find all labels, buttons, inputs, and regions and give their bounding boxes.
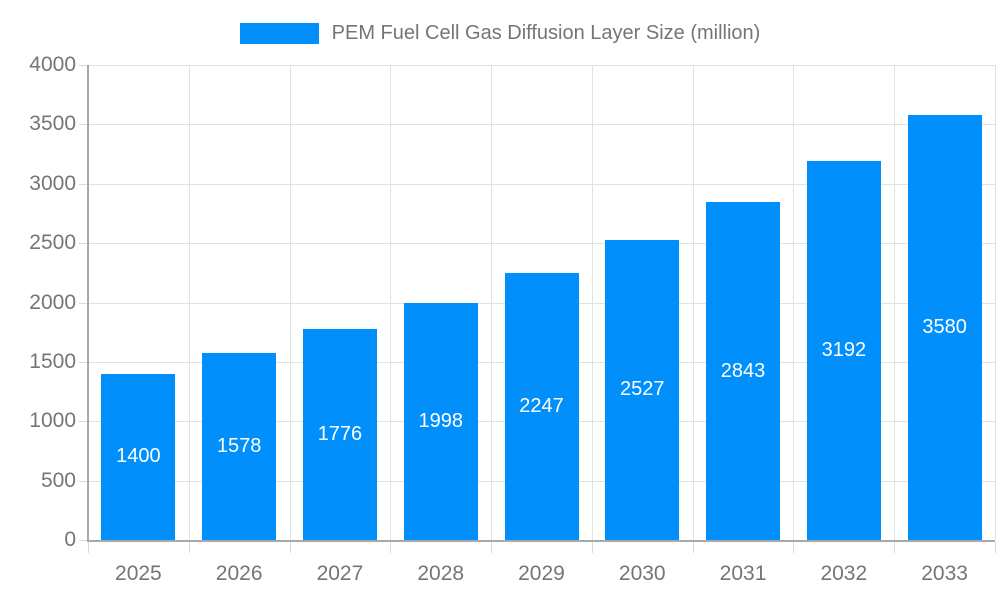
x-axis-label: 2031: [719, 562, 767, 585]
x-axis-label: 2033: [921, 562, 968, 585]
bar-value-label: 1776: [317, 423, 363, 446]
x-axis-label: 2029: [518, 562, 565, 585]
bar-value-label: 3192: [821, 338, 867, 361]
legend[interactable]: PEM Fuel Cell Gas Diffusion Layer Size (…: [0, 21, 1000, 45]
y-axis-tick-mark: [79, 480, 87, 482]
bar-2033[interactable]: 3580: [907, 114, 982, 540]
bar-value-label: 3580: [922, 315, 967, 338]
gridline-horizontal: [88, 183, 995, 185]
y-axis-label: 0: [64, 528, 76, 551]
x-axis-tick-mark: [491, 542, 493, 553]
x-axis-label: 2025: [115, 562, 162, 585]
legend-marker-icon: [239, 22, 319, 44]
x-axis-tick-mark: [289, 542, 291, 553]
plot-area: 1400 1578 1776 1998 2247 2527 2843 3192 3580: [88, 65, 996, 540]
y-axis-tick-mark: [79, 243, 87, 245]
y-axis-tick-mark: [79, 65, 87, 66]
bar-2029[interactable]: 2247: [504, 273, 579, 540]
x-axis-tick-mark: [692, 542, 694, 553]
y-axis-label: 2500: [29, 231, 76, 255]
x-axis-tick-mark: [793, 542, 795, 553]
y-axis-tick-mark: [79, 183, 87, 185]
bar-2026[interactable]: 1578: [202, 352, 277, 540]
y-axis-tick-mark: [79, 421, 87, 423]
x-axis-tick-mark: [995, 542, 996, 553]
gridline-vertical: [793, 65, 795, 540]
gridline-vertical: [390, 65, 392, 540]
x-axis-tick-mark: [894, 542, 896, 553]
y-axis-label: 3500: [29, 112, 76, 136]
bar-value-label: 2247: [519, 395, 564, 418]
y-axis-label: 1000: [29, 409, 76, 433]
bar-value-label: 2527: [620, 378, 665, 401]
x-axis-tick-mark: [188, 542, 190, 553]
gridline-vertical: [491, 65, 493, 540]
y-axis-label: 2000: [29, 290, 76, 314]
y-axis-label: 500: [40, 468, 76, 492]
x-axis-tick-mark: [591, 542, 593, 553]
gridline-vertical: [995, 65, 996, 540]
gridline-horizontal: [88, 243, 995, 245]
y-axis-tick-mark: [79, 540, 87, 541]
bar-2030[interactable]: 2527: [605, 239, 680, 540]
y-axis-label: 4000: [29, 53, 76, 76]
x-axis-label: 2030: [618, 562, 666, 585]
bar-2028[interactable]: 1998: [403, 302, 478, 540]
bar-2025[interactable]: 1400: [101, 373, 176, 540]
x-axis-tick-mark: [390, 542, 392, 553]
bar-value-label: 1578: [216, 434, 262, 457]
y-axis-label: 3000: [29, 171, 76, 195]
x-axis-label: 2027: [316, 562, 364, 585]
y-axis-tick-mark: [79, 361, 87, 363]
y-axis-tick-mark: [79, 124, 87, 126]
x-axis-line: [87, 540, 995, 542]
bar-value-label: 1998: [418, 409, 463, 432]
y-axis-tick-mark: [79, 302, 87, 304]
y-axis-line: [87, 65, 89, 542]
gridline-horizontal: [88, 65, 995, 66]
bar-2031[interactable]: 2843: [706, 202, 781, 540]
gridline-vertical: [591, 65, 593, 540]
gridline-horizontal: [88, 124, 995, 126]
gridline-vertical: [289, 65, 291, 540]
bar-value-label: 1400: [116, 445, 161, 468]
bar-2027[interactable]: 1776: [302, 329, 377, 540]
x-axis-label: 2032: [820, 562, 868, 585]
x-axis-tick-mark: [88, 542, 89, 553]
x-axis-label: 2028: [417, 562, 465, 585]
gridline-vertical: [188, 65, 190, 540]
x-axis-label: 2026: [215, 562, 263, 585]
bar-value-label: 2843: [720, 359, 766, 382]
gridline-vertical: [692, 65, 694, 540]
legend-label: PEM Fuel Cell Gas Diffusion Layer Size (…: [331, 21, 761, 44]
gridline-vertical: [894, 65, 896, 540]
bar-2032[interactable]: 3192: [806, 160, 881, 540]
y-axis-label: 1500: [29, 349, 76, 373]
